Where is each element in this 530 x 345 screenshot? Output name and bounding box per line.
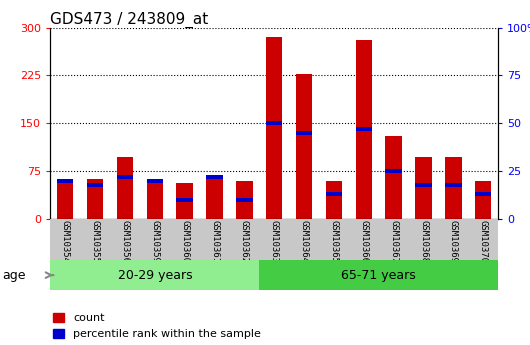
Text: GDS473 / 243809_at: GDS473 / 243809_at	[50, 11, 209, 28]
Bar	[356, 40, 372, 219]
Bar	[266, 121, 282, 125]
Bar	[206, 179, 223, 219]
Text: GSM10368: GSM10368	[419, 220, 428, 263]
Legend: count, percentile rank within the sample: count, percentile rank within the sample	[53, 313, 261, 339]
Bar	[176, 183, 193, 219]
Bar	[475, 181, 491, 219]
Text: GSM10364: GSM10364	[299, 220, 308, 263]
Text: GSM10366: GSM10366	[359, 220, 368, 263]
Bar	[266, 37, 282, 219]
Bar	[147, 179, 163, 183]
Bar	[385, 136, 402, 219]
Bar	[475, 192, 491, 196]
Text: GSM10365: GSM10365	[330, 220, 339, 263]
Text: GSM10369: GSM10369	[449, 220, 458, 263]
Text: 65-71 years: 65-71 years	[341, 269, 416, 282]
Text: GSM10362: GSM10362	[240, 220, 249, 263]
Text: GSM10370: GSM10370	[479, 220, 488, 263]
Bar	[259, 260, 498, 290]
Bar	[176, 198, 193, 202]
Text: GSM10367: GSM10367	[389, 220, 398, 263]
Text: GSM10359: GSM10359	[151, 220, 160, 263]
Bar	[117, 157, 133, 219]
Bar	[296, 131, 312, 135]
Text: age: age	[3, 269, 26, 283]
Bar	[236, 181, 253, 219]
Bar	[117, 175, 133, 179]
Bar	[206, 175, 223, 179]
Bar	[147, 181, 163, 219]
Text: GSM10363: GSM10363	[270, 220, 279, 263]
Bar	[326, 181, 342, 219]
Text: GSM10355: GSM10355	[91, 220, 100, 263]
Bar	[236, 198, 253, 202]
Text: 20-29 years: 20-29 years	[118, 269, 192, 282]
Bar	[445, 183, 462, 187]
Bar	[326, 192, 342, 196]
Bar	[296, 73, 312, 219]
Bar	[87, 183, 103, 187]
Text: GSM10361: GSM10361	[210, 220, 219, 263]
Bar	[356, 127, 372, 131]
Bar	[87, 179, 103, 219]
Bar	[416, 183, 432, 187]
Text: GSM10356: GSM10356	[120, 220, 129, 263]
Bar	[445, 157, 462, 219]
Bar	[385, 169, 402, 173]
Bar	[57, 179, 74, 219]
Bar	[50, 260, 259, 290]
Bar	[416, 157, 432, 219]
Bar	[57, 179, 74, 183]
Text: GSM10360: GSM10360	[180, 220, 189, 263]
Text: GSM10354: GSM10354	[61, 220, 70, 263]
